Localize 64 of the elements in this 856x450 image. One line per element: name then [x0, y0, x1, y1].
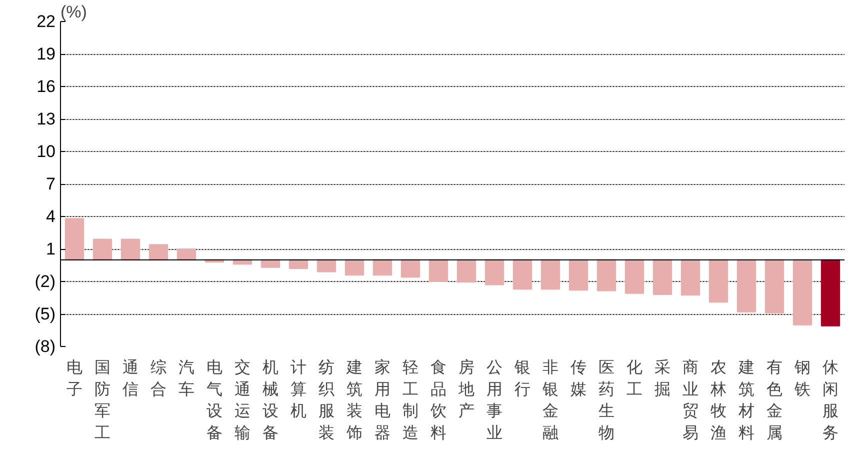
y-tick-label: (8): [34, 337, 56, 356]
bar: [120, 238, 140, 260]
y-tick-label: 10: [36, 142, 56, 161]
x-tick-label: 房地产: [458, 358, 474, 420]
bar: [680, 259, 700, 296]
y-tick-label: 19: [36, 44, 56, 64]
x-tick-label: 建筑材料: [738, 358, 754, 442]
x-tick-label: 休闲服务: [822, 358, 838, 442]
bar: [400, 259, 420, 278]
bar: [540, 259, 560, 290]
y-tick-label: 13: [36, 110, 56, 128]
x-tick-label: 汽车: [178, 358, 194, 398]
x-tick-label: 电气设备: [206, 358, 222, 442]
x-tick-label: 食品饮料: [430, 358, 446, 442]
bar: [764, 259, 784, 314]
bar: [568, 259, 588, 291]
y-tick-label: (5): [34, 304, 56, 324]
bar: [652, 259, 672, 295]
bar: [428, 259, 448, 282]
x-tick-label: 公用事业: [486, 358, 502, 442]
x-tick-label: 国防军工: [94, 358, 110, 442]
x-tick-label: 商业贸易: [682, 358, 698, 442]
bar: [372, 259, 392, 276]
bar: [792, 259, 812, 326]
bar: [624, 259, 644, 294]
x-tick-label: 计算机: [290, 358, 306, 420]
y-tick-label: 16: [36, 77, 56, 96]
bar: [316, 259, 336, 272]
y-tick-label: 7: [46, 174, 56, 194]
x-tick-label: 交通运输: [234, 358, 250, 442]
x-tick-label: 综合: [150, 358, 166, 398]
y-tick-label: 1: [46, 240, 56, 258]
x-tick-label: 通信: [122, 358, 138, 398]
x-tick-label: 采掘: [654, 358, 670, 398]
bar: [484, 259, 504, 286]
x-tick-label: 钢铁: [794, 358, 810, 398]
bar: [596, 259, 616, 292]
x-tick-label: 农林牧渔: [710, 358, 726, 442]
x-tick-label: 有色金属: [766, 358, 782, 442]
y-tick-label: 4: [46, 207, 56, 226]
x-tick-label: 化工: [626, 358, 642, 398]
x-tick-label: 银行: [514, 358, 530, 398]
x-tick-label: 传媒: [570, 358, 586, 398]
x-tick-label: 医药生物: [598, 358, 614, 442]
bar: [708, 259, 728, 303]
bar: [456, 259, 476, 283]
x-tick-label: 电子: [66, 358, 82, 398]
y-tick-label: (2): [34, 272, 56, 291]
x-tick-label: 家用电器: [374, 358, 390, 442]
bar: [344, 259, 364, 276]
x-tick-label: 纺织服装: [318, 358, 334, 442]
x-tick-label: 非银金融: [542, 358, 558, 442]
x-tick-label: 轻工制造: [402, 358, 418, 442]
bar: [176, 248, 196, 260]
y-tick-label: 22: [36, 12, 56, 31]
x-tick-label: 机械设备: [262, 358, 278, 442]
bar: [64, 218, 84, 260]
bar: [820, 259, 840, 326]
bar: [512, 259, 532, 290]
y-axis-title: (%): [60, 2, 87, 22]
bar: [148, 244, 168, 260]
bar: [736, 259, 756, 312]
x-tick-label: 建筑装饰: [346, 358, 362, 442]
bar: [92, 238, 112, 260]
